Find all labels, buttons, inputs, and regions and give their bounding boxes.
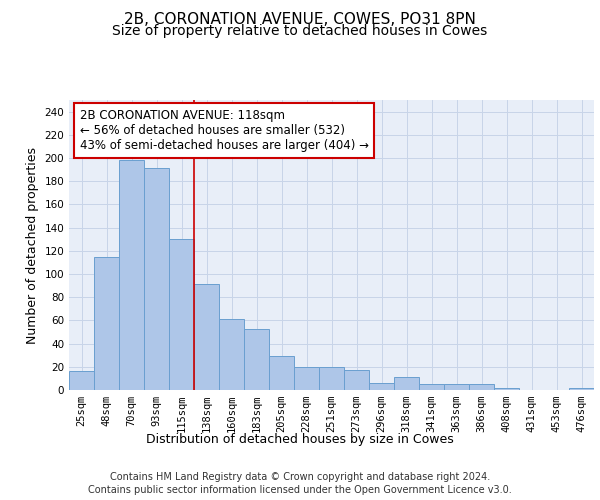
- Bar: [194, 284, 219, 390]
- Bar: [244, 328, 269, 390]
- Bar: [444, 384, 469, 390]
- Bar: [394, 377, 419, 390]
- Bar: [144, 168, 169, 390]
- Text: Contains public sector information licensed under the Open Government Licence v3: Contains public sector information licen…: [88, 485, 512, 495]
- Bar: [494, 388, 519, 390]
- Y-axis label: Number of detached properties: Number of detached properties: [26, 146, 39, 344]
- Text: Contains HM Land Registry data © Crown copyright and database right 2024.: Contains HM Land Registry data © Crown c…: [110, 472, 490, 482]
- Bar: [269, 356, 294, 390]
- Bar: [369, 383, 394, 390]
- Text: Size of property relative to detached houses in Cowes: Size of property relative to detached ho…: [112, 24, 488, 38]
- Bar: [469, 384, 494, 390]
- Text: Distribution of detached houses by size in Cowes: Distribution of detached houses by size …: [146, 432, 454, 446]
- Bar: [169, 239, 194, 390]
- Bar: [94, 256, 119, 390]
- Bar: [119, 160, 144, 390]
- Bar: [569, 388, 594, 390]
- Bar: [219, 319, 244, 390]
- Bar: [69, 372, 94, 390]
- Bar: [319, 367, 344, 390]
- Bar: [344, 370, 369, 390]
- Bar: [294, 367, 319, 390]
- Bar: [419, 384, 444, 390]
- Text: 2B, CORONATION AVENUE, COWES, PO31 8PN: 2B, CORONATION AVENUE, COWES, PO31 8PN: [124, 12, 476, 28]
- Text: 2B CORONATION AVENUE: 118sqm
← 56% of detached houses are smaller (532)
43% of s: 2B CORONATION AVENUE: 118sqm ← 56% of de…: [79, 108, 368, 152]
